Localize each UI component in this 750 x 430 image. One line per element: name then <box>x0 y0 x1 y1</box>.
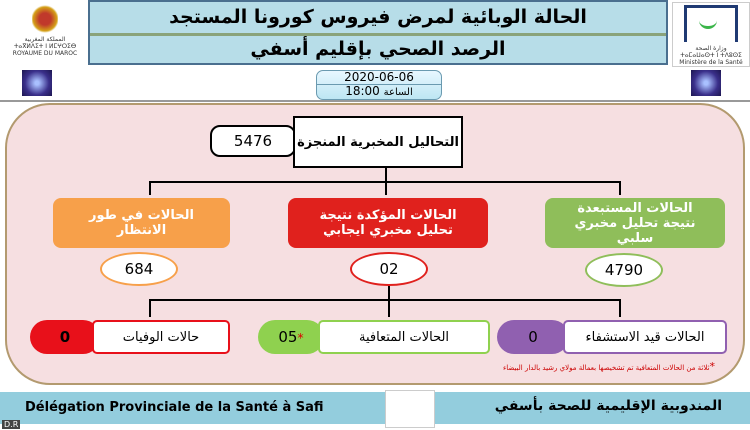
footer-ministry-logo <box>385 390 435 428</box>
recovered-value: 05 * <box>258 320 324 354</box>
page-title: الحالة الوبائية لمرض فيروس كورونا المستج… <box>169 6 587 28</box>
copyright: D.R <box>2 420 21 429</box>
date: 2020-06-06 <box>344 70 414 84</box>
virus-icon <box>22 70 52 96</box>
hospitalized-label: الحالات قيد الاستشفاء <box>563 320 727 354</box>
waiting-cases-value: 684 <box>100 252 178 286</box>
footer-left-text: Délégation Provinciale de la Santé à Saf… <box>25 400 324 415</box>
ministry-logo: وزارة الصحة ⵜⴰⵎⴰⵡⴰⵙⵜ ⵏ ⵜⴷⵓⵙⵉ Ministère de … <box>672 2 750 67</box>
confirmed-cases-value: 02 <box>350 252 428 286</box>
recovered-label: الحالات المتعافية <box>318 320 490 354</box>
waiting-cases-box: الحالات في طور الانتظار <box>53 198 230 248</box>
deaths-label: حالات الوفيات <box>92 320 230 354</box>
morocco-kingdom-logo: المملكة المغربية ⵜⴰⴳⵍⴷⵉⵜ ⵏ ⵍⵎⵖⵔⵉⴱ ROYAUME … <box>5 4 85 64</box>
date-time-badge: 2020-06-06 الساعة 18:00 <box>316 70 442 100</box>
deaths-value: 0 <box>30 320 100 354</box>
excluded-cases-value: 4790 <box>585 253 663 287</box>
footer: Délégation Provinciale de la Santé à Saf… <box>0 390 750 428</box>
tests-label: التحاليل المخبرية المنجزة <box>293 116 463 168</box>
tests-value: 5476 <box>210 125 296 157</box>
confirmed-cases-box: الحالات المؤكدة نتيجة تحليل مخبري ايجابي <box>288 198 488 248</box>
hospitalized-value: 0 <box>497 320 569 354</box>
header: الحالة الوبائية لمرض فيروس كورونا المستج… <box>88 0 668 65</box>
excluded-cases-box: الحالات المستبعدة نتيجة تحليل مخبري سلبي <box>545 198 725 248</box>
virus-icon <box>691 70 721 96</box>
footnote: *ثلاثة من الحالات المتعافية تم تشخيصها ب… <box>502 360 715 373</box>
time: 18:00 <box>345 84 380 98</box>
footer-right-text: المندوبية الإقليمية للصحة بأسفي <box>494 398 722 414</box>
page-subtitle: الرصد الصحي بإقليم أسفي <box>250 38 506 60</box>
